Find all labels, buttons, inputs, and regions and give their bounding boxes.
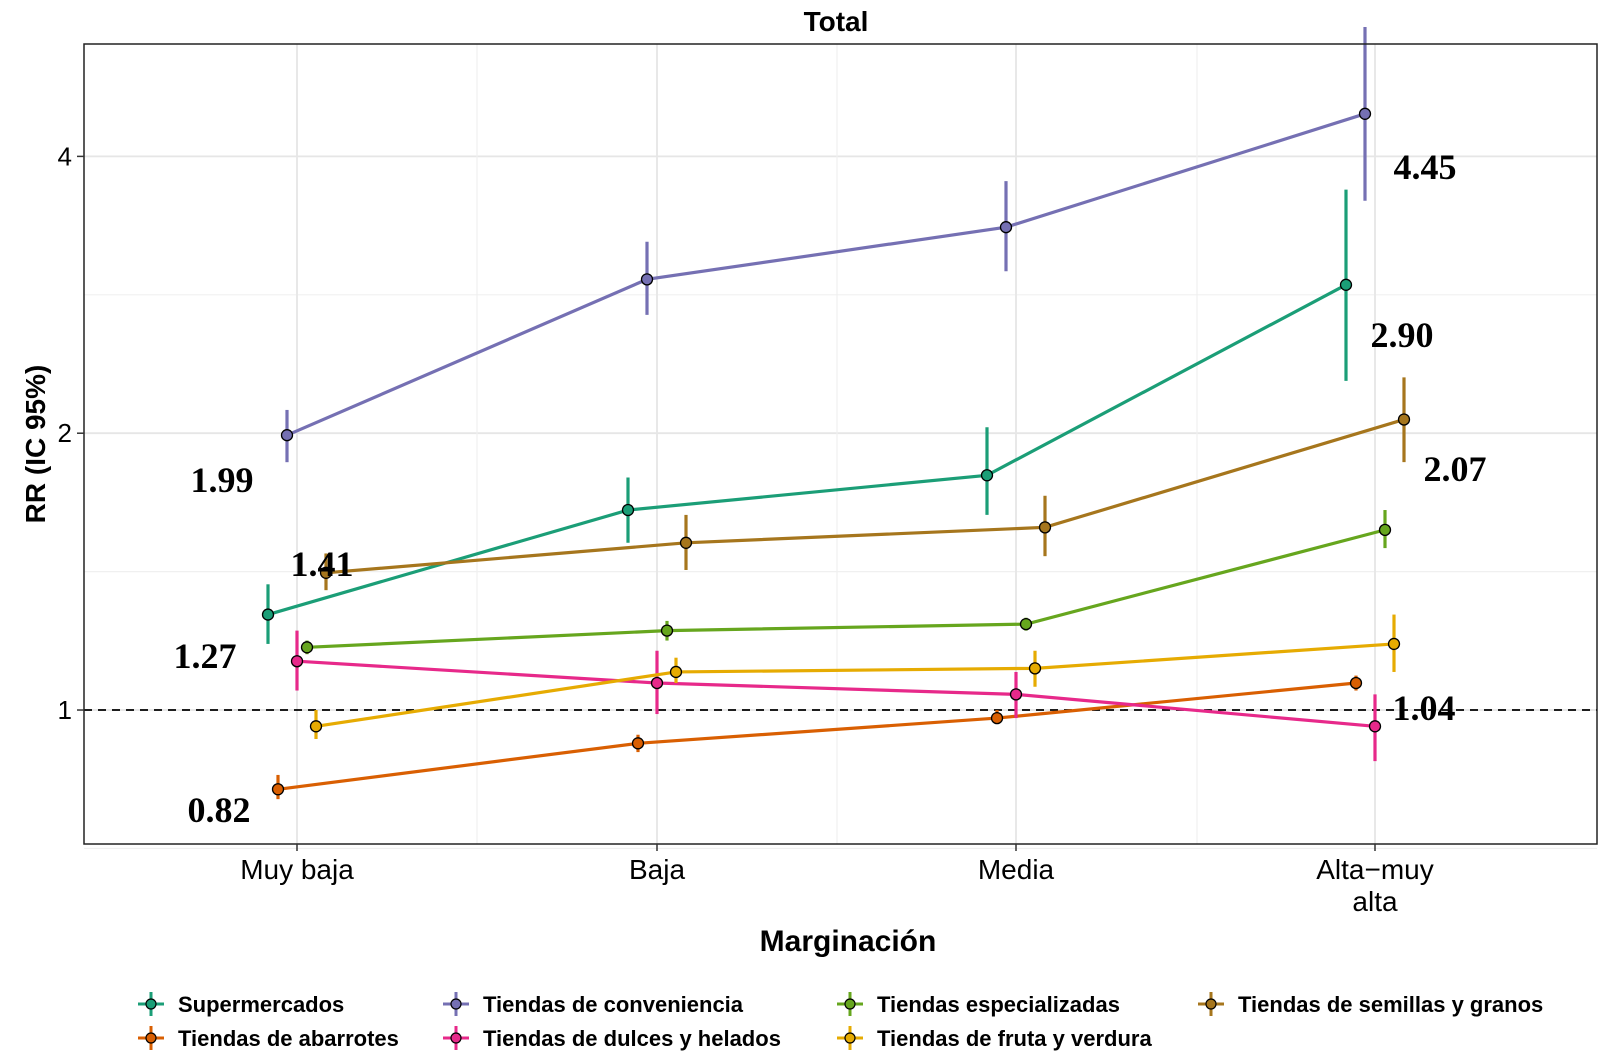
data-point	[300, 641, 314, 654]
y-tick-label: 2	[58, 418, 72, 448]
x-tick-label: alta	[1352, 886, 1398, 917]
data-point	[1028, 662, 1042, 675]
legend-label: Tiendas especializadas	[877, 992, 1120, 1017]
legend-key-point	[145, 998, 157, 1010]
legend-key-point	[844, 1032, 856, 1044]
series-1	[271, 675, 1363, 800]
value-label: 2.90	[1371, 315, 1434, 355]
series-line	[286, 112, 1366, 437]
data-point	[999, 221, 1013, 234]
data-point	[650, 676, 664, 690]
data-point	[1009, 688, 1023, 701]
data-point	[980, 469, 994, 482]
series-line	[325, 417, 1405, 575]
legend-label: Tiendas de semillas y granos	[1238, 992, 1543, 1017]
legend-item: Tiendas de fruta y verdura	[837, 1026, 1152, 1051]
y-tick-label: 1	[58, 695, 72, 725]
legend-label: Tiendas de fruta y verdura	[877, 1026, 1152, 1051]
data-point	[1339, 278, 1353, 291]
series-line	[277, 681, 1357, 791]
value-label: 1.41	[291, 544, 354, 584]
data-point	[640, 273, 654, 286]
series-4	[300, 510, 1392, 655]
y-tick-label: 4	[58, 141, 72, 171]
data-point	[280, 429, 294, 442]
data-point	[309, 720, 323, 733]
data-point	[1378, 523, 1392, 537]
chart-title: Total	[804, 6, 869, 37]
legend-item: Tiendas especializadas	[837, 992, 1120, 1017]
value-label: 1.99	[191, 460, 254, 500]
data-point	[1349, 676, 1363, 690]
data-point	[679, 536, 693, 549]
data-point	[621, 503, 635, 517]
data-point	[271, 783, 285, 796]
data-point	[631, 737, 645, 750]
series-2	[280, 27, 1372, 463]
legend-item: Tiendas de dulces y helados	[443, 1026, 781, 1051]
data-point	[261, 608, 275, 621]
series-5	[309, 614, 1401, 740]
series-6	[319, 377, 1411, 591]
data-point	[1038, 521, 1052, 534]
legend-label: Tiendas de conveniencia	[483, 992, 744, 1017]
value-label: 1.04	[1393, 688, 1456, 728]
x-tick-label: Alta−muy	[1316, 854, 1434, 885]
x-tick-label: Muy baja	[240, 854, 354, 885]
legend-item: Tiendas de semillas y granos	[1198, 992, 1543, 1017]
legend: Supermercados Tiendas de conveniencia Tien…	[138, 992, 1543, 1051]
legend-label: Tiendas de dulces y helados	[483, 1026, 781, 1051]
data-point	[290, 655, 304, 668]
value-label: 0.82	[188, 790, 251, 830]
x-tick-label: Media	[978, 854, 1055, 885]
value-label: 4.45	[1394, 147, 1457, 187]
annotations: 1.99 1.41 1.27 0.82 4.45 2.90 2.07 1.04	[174, 147, 1487, 830]
data-point	[1368, 720, 1382, 733]
x-tick-label: Baja	[629, 854, 685, 885]
data-point	[669, 665, 683, 679]
legend-key-point	[450, 998, 462, 1010]
legend-item: Tiendas de conveniencia	[443, 992, 744, 1017]
legend-key-point	[1205, 998, 1217, 1010]
legend-key-point	[450, 1032, 462, 1044]
legend-key-point	[844, 998, 856, 1010]
series-line	[306, 528, 1386, 649]
value-label: 2.07	[1424, 449, 1487, 489]
data-point	[1358, 107, 1372, 120]
legend-item: Tiendas de abarrotes	[138, 1026, 399, 1051]
series-line	[315, 642, 1395, 728]
data-point	[660, 624, 674, 637]
legend-label: Supermercados	[178, 992, 344, 1017]
plot-border	[83, 43, 1598, 845]
data-point	[1387, 637, 1401, 651]
data-point	[319, 566, 333, 579]
data-point	[1019, 617, 1033, 631]
legend-key-point	[145, 1032, 157, 1044]
legend-label: Tiendas de abarrotes	[178, 1026, 399, 1051]
series-3	[290, 630, 1382, 762]
x-axis-title: Marginación	[760, 925, 937, 958]
series-layer	[261, 27, 1411, 800]
legend-item: Supermercados	[138, 992, 344, 1017]
series-line	[296, 659, 1376, 728]
value-label: 1.27	[174, 636, 237, 676]
y-axis: 1 2 4	[58, 141, 84, 725]
data-point	[990, 711, 1004, 725]
y-axis-title: RR (IC 95%)	[20, 365, 51, 524]
data-point	[1397, 413, 1411, 426]
